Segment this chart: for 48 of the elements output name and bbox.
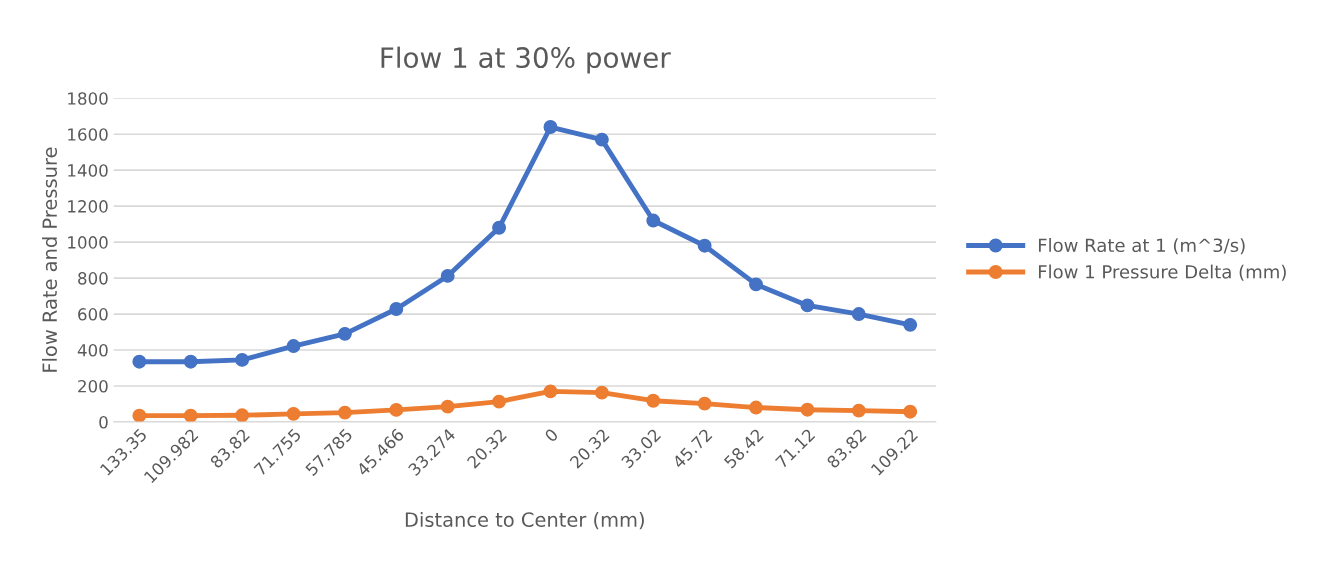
point xyxy=(749,277,763,292)
point xyxy=(183,408,198,422)
point xyxy=(492,394,507,409)
y-tick-label: 800 xyxy=(78,272,108,285)
point xyxy=(132,408,147,422)
point xyxy=(337,405,352,420)
point xyxy=(903,404,918,419)
point xyxy=(389,302,404,316)
point xyxy=(132,354,147,369)
y-tick-label: 1800 xyxy=(68,92,108,105)
x-tick-label: 0 xyxy=(543,427,559,443)
point xyxy=(646,393,661,408)
point xyxy=(903,317,918,332)
point xyxy=(337,326,352,341)
y-tick-label: 1000 xyxy=(68,236,108,249)
point xyxy=(440,268,455,283)
y-tick-label: 1200 xyxy=(68,200,108,213)
point xyxy=(389,402,404,417)
point xyxy=(697,396,712,411)
y-tick-label: 1400 xyxy=(68,164,108,177)
point xyxy=(749,400,763,415)
y-tick-label: 1600 xyxy=(68,128,108,141)
y-tick-label: 0 xyxy=(99,415,108,429)
y-tick-label: 400 xyxy=(77,343,108,357)
x-axis-title: Distance to Center (mm) xyxy=(405,511,644,530)
point xyxy=(286,339,301,354)
point xyxy=(235,408,250,422)
point xyxy=(594,385,609,400)
point xyxy=(594,132,609,147)
point xyxy=(697,238,712,253)
legend-label: Flow Rate at 1 (m^3/s) xyxy=(1038,238,1245,255)
point xyxy=(492,220,507,235)
y-tick-label: 600 xyxy=(78,308,108,321)
point xyxy=(543,120,558,134)
point xyxy=(235,352,250,367)
point xyxy=(543,384,558,399)
point xyxy=(646,213,661,228)
legend-label: Flow 1 Pressure Delta (mm) xyxy=(1038,264,1286,281)
point xyxy=(440,399,455,414)
y-tick-label: 200 xyxy=(78,379,108,393)
point xyxy=(851,307,866,321)
point xyxy=(800,298,815,313)
y-axis-title: Flow Rate and Pressure xyxy=(41,147,58,372)
chart-title: Flow 1 at 30% power xyxy=(381,46,671,74)
point xyxy=(800,402,815,417)
point xyxy=(286,406,301,421)
point xyxy=(183,354,198,369)
point xyxy=(851,403,866,418)
